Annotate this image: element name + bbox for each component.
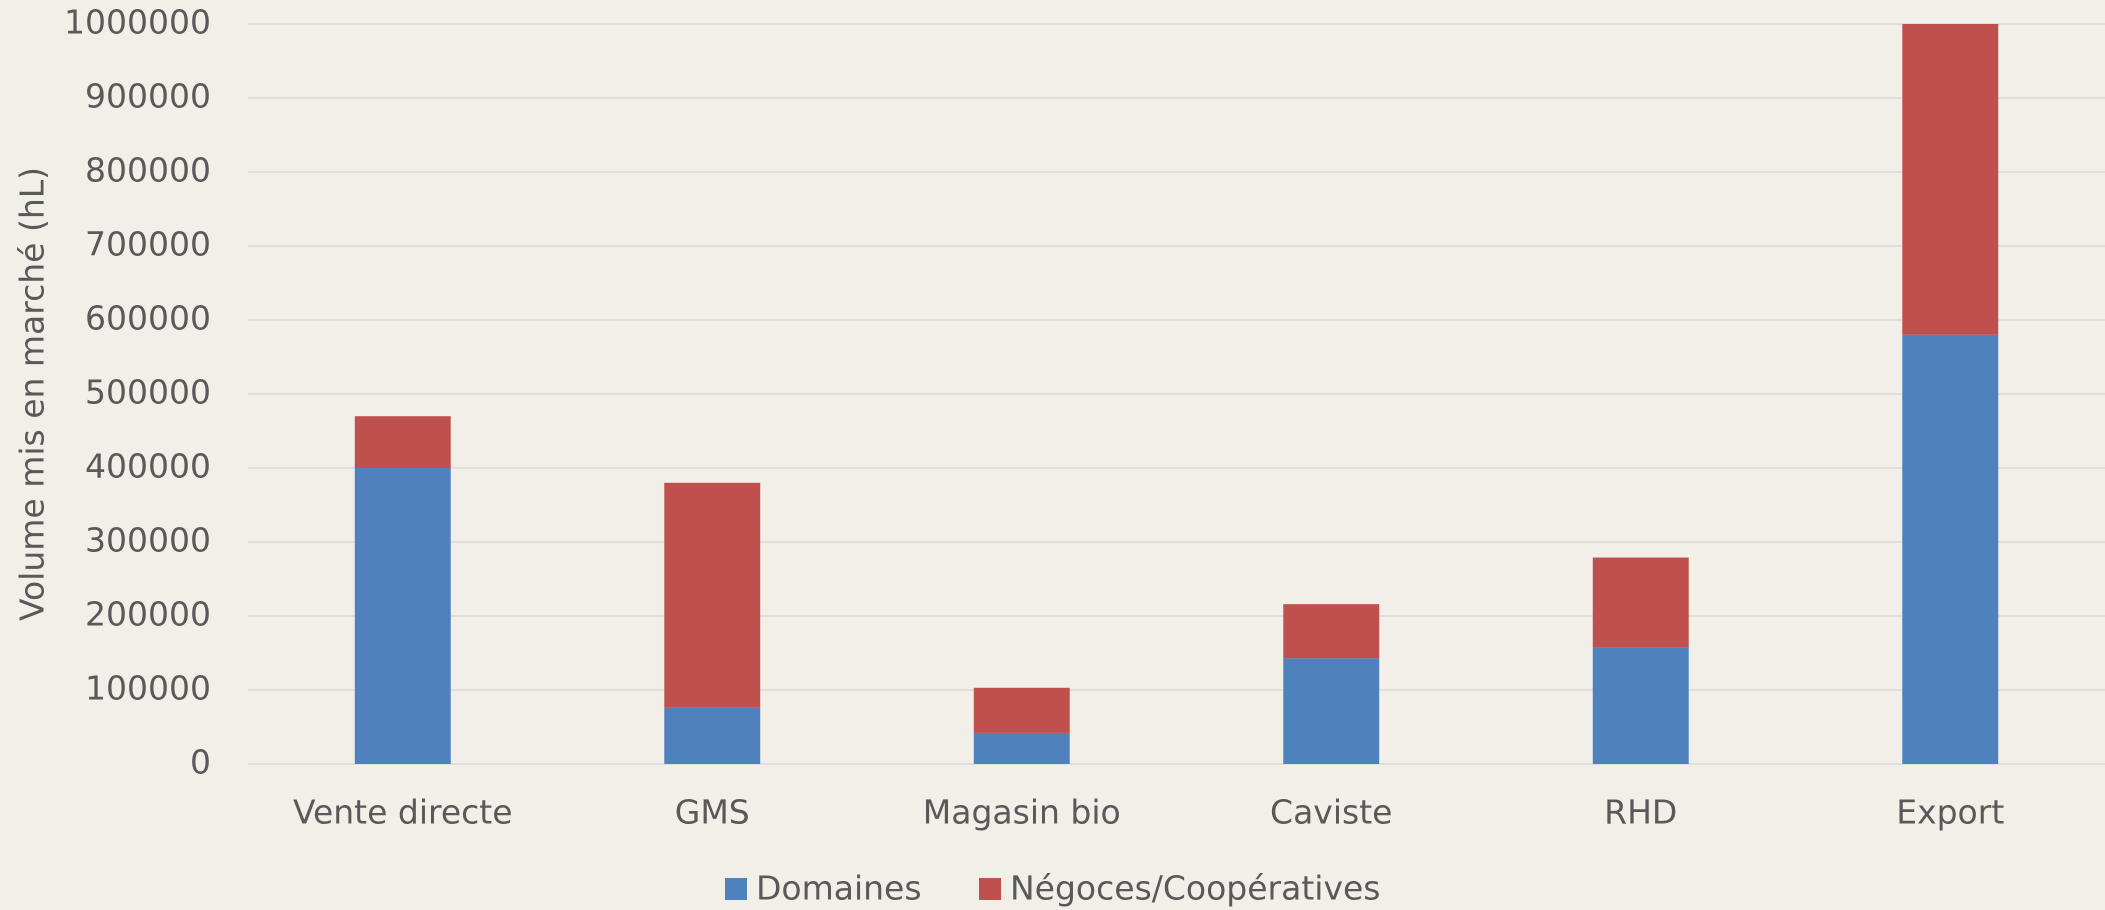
x-tick-label: Magasin bio [923,793,1121,832]
y-tick-label: 300000 [85,521,211,560]
bar-segment [1283,604,1380,659]
y-tick-label: 100000 [85,669,211,708]
y-axis-label: Volume mis en marché (hL) [13,167,52,621]
bar-segment [973,687,1070,733]
bar-segment [1902,24,1999,335]
x-tick-label: Vente directe [293,793,513,832]
x-tick-label: RHD [1604,793,1677,832]
bar-segment [1592,557,1689,648]
bar-segment [973,732,1070,764]
bar-segment [664,482,761,708]
bar-segment [354,468,451,764]
y-tick-label: 800000 [85,151,211,190]
y-tick-label: 1000000 [64,3,211,42]
legend-label: Négoces/Coopératives [1010,869,1380,908]
legend-swatch [725,878,747,900]
bar-segment [354,416,451,468]
legend-label: Domaines [756,869,922,908]
y-tick-label: 500000 [85,373,211,412]
y-tick-label: 400000 [85,447,211,486]
y-tick-label: 0 [190,743,211,782]
x-tick-label: GMS [675,793,750,832]
y-tick-label: 200000 [85,595,211,634]
y-tick-label: 600000 [85,299,211,338]
bar-segment [1283,658,1380,764]
legend-swatch [979,878,1001,900]
x-tick-label: Caviste [1270,793,1392,832]
y-tick-label: 700000 [85,225,211,264]
bar-segment [1592,647,1689,764]
x-tick-label: Export [1896,793,2004,832]
y-tick-label: 900000 [85,77,211,116]
bar-segment [1902,334,1999,764]
bar-segment [664,707,761,764]
